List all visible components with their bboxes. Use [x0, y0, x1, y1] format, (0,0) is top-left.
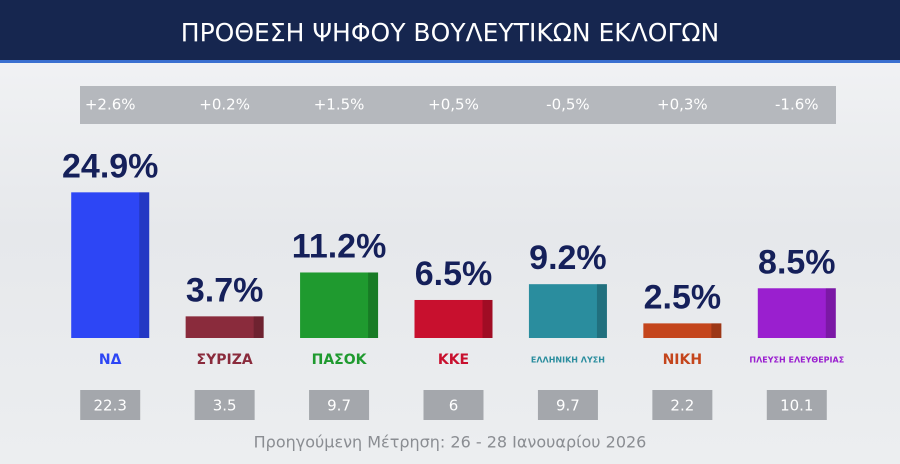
bar — [757, 288, 836, 338]
value-label: 6.5% — [415, 255, 493, 293]
value-label: 8.5% — [758, 243, 836, 281]
previous-value: 2.2 — [670, 397, 694, 415]
previous-box — [423, 390, 484, 420]
party-label: ΣΥΡΙΖΑ — [197, 352, 253, 368]
bar-shade — [139, 192, 150, 338]
value-label: 24.9% — [62, 147, 158, 185]
value-label: 11.2% — [292, 227, 387, 265]
bar-shade — [596, 284, 607, 338]
previous-value: 6 — [449, 397, 459, 415]
change-label: +0,3% — [657, 96, 708, 114]
change-label: +1.5% — [314, 96, 365, 114]
previous-value: 22.3 — [94, 397, 127, 415]
footnote: Προηγούμενη Μέτρηση: 26 - 28 Ιανουαρίου … — [254, 433, 647, 452]
change-label: +2.6% — [85, 96, 136, 114]
party-label: ΠΑΣΟΚ — [312, 352, 368, 368]
bar-shade — [711, 323, 722, 338]
change-label: -1.6% — [775, 96, 819, 114]
value-label: 2.5% — [644, 278, 722, 316]
party-label: ΚΚΕ — [438, 352, 469, 368]
bar-shade — [482, 299, 493, 338]
party-label: ΝΔ — [99, 352, 122, 368]
previous-value: 9.7 — [327, 397, 351, 415]
previous-value: 10.1 — [780, 397, 813, 415]
value-label: 3.7% — [186, 271, 264, 309]
bar-shade — [368, 272, 379, 338]
bar — [71, 192, 150, 338]
party-label: ΝΙΚΗ — [663, 352, 703, 368]
change-label: -0,5% — [546, 96, 590, 114]
bar-shade — [825, 288, 836, 338]
change-label: +0,5% — [428, 96, 479, 114]
previous-box — [80, 390, 141, 420]
bar — [643, 323, 722, 338]
previous-box — [652, 390, 713, 420]
title-underline — [0, 60, 900, 63]
change-band — [80, 86, 836, 124]
chart-title: ΠΡΟΘΕΣΗ ΨΗΦΟΥ ΒΟΥΛΕΥΤΙΚΩΝ ΕΚΛΟΓΩΝ — [181, 18, 719, 47]
previous-value: 9.7 — [556, 397, 580, 415]
bar — [300, 272, 379, 338]
previous-box — [766, 390, 827, 420]
bar-shade — [253, 316, 264, 338]
bar — [528, 284, 607, 338]
previous-box — [194, 390, 255, 420]
previous-box — [309, 390, 370, 420]
title-bar — [0, 0, 900, 62]
previous-value: 3.5 — [213, 397, 237, 415]
value-label: 9.2% — [529, 239, 607, 277]
previous-box — [537, 390, 598, 420]
bar — [185, 316, 264, 338]
change-label: +0.2% — [199, 96, 250, 114]
party-label: ΠΛΕΥΣΗ ΕΛΕΥΘΕΡΙΑΣ — [749, 356, 844, 365]
party-label: ΕΛΛΗΝΙΚΗ ΛΥΣΗ — [531, 356, 605, 365]
bar — [414, 299, 493, 338]
